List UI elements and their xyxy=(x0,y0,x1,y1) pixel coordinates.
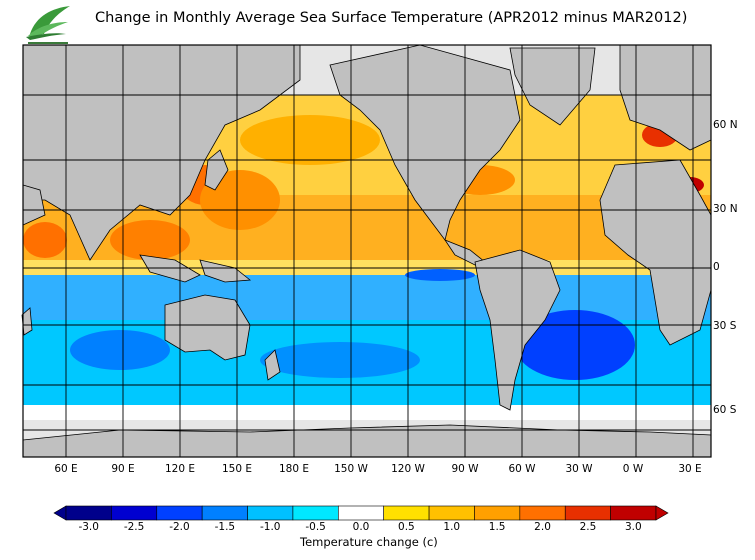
colorbar-arrow-high xyxy=(655,505,669,521)
colorbar-label: -2.0 xyxy=(169,521,190,533)
lon-tick: 90 W xyxy=(451,463,479,475)
lon-tick: 60 W xyxy=(508,463,536,475)
colorbar-label: -0.5 xyxy=(305,521,326,533)
colorbar-title: Temperature change (c) xyxy=(300,535,438,549)
colorbar-label: 2.5 xyxy=(579,521,597,533)
colorbar-label: 0.5 xyxy=(398,521,415,533)
colorbar-swatch xyxy=(201,505,248,521)
lon-tick: 60 E xyxy=(54,463,78,475)
colorbar-swatch xyxy=(111,505,158,521)
lon-tick: 30 E xyxy=(678,463,702,475)
colorbar-swatch xyxy=(564,505,611,521)
colorbar-swatch xyxy=(610,505,657,521)
lon-tick: 0 W xyxy=(622,463,644,475)
colorbar xyxy=(53,505,669,521)
colorbar-label: 2.0 xyxy=(534,521,551,533)
colorbar-label: 3.0 xyxy=(624,521,642,533)
lon-tick: 90 E xyxy=(111,463,135,475)
lat-tick: 30 S xyxy=(713,320,737,332)
colorbar-label: 1.0 xyxy=(443,521,461,533)
colorbar-label: 0.0 xyxy=(352,521,370,533)
lat-tick: 30 N xyxy=(713,203,738,215)
lon-tick: 30 W xyxy=(565,463,593,475)
colorbar-label: -1.0 xyxy=(259,521,281,533)
lat-tick: 60 S xyxy=(713,404,737,416)
lon-tick: 150 E xyxy=(221,463,253,475)
colorbar-swatch xyxy=(519,505,566,521)
colorbar-swatch xyxy=(338,505,384,521)
colorbar-swatch xyxy=(474,505,521,521)
colorbar-swatch xyxy=(292,505,339,521)
colorbar-label: 1.5 xyxy=(488,521,506,533)
colorbar-label: -3.0 xyxy=(78,521,99,533)
graticule xyxy=(22,44,712,458)
colorbar-label: -2.5 xyxy=(123,521,145,533)
lat-tick: 0 xyxy=(713,261,720,273)
lon-tick: 150 W xyxy=(334,463,368,475)
colorbar-swatch xyxy=(65,505,112,521)
map-title: Change in Monthly Average Sea Surface Te… xyxy=(95,10,688,26)
colorbar-swatch xyxy=(383,505,430,521)
colorbar-swatch xyxy=(428,505,475,521)
colorbar-arrow-low xyxy=(53,505,67,521)
lon-tick: 120 E xyxy=(164,463,196,475)
lat-tick: 60 N xyxy=(713,119,738,131)
colorbar-swatch xyxy=(247,505,294,521)
lon-tick: 180 E xyxy=(278,463,310,475)
colorbar-label: -1.5 xyxy=(214,521,236,533)
observatory-logo xyxy=(22,4,76,48)
lon-tick: 120 W xyxy=(391,463,425,475)
colorbar-swatch xyxy=(156,505,203,521)
land xyxy=(21,44,712,458)
